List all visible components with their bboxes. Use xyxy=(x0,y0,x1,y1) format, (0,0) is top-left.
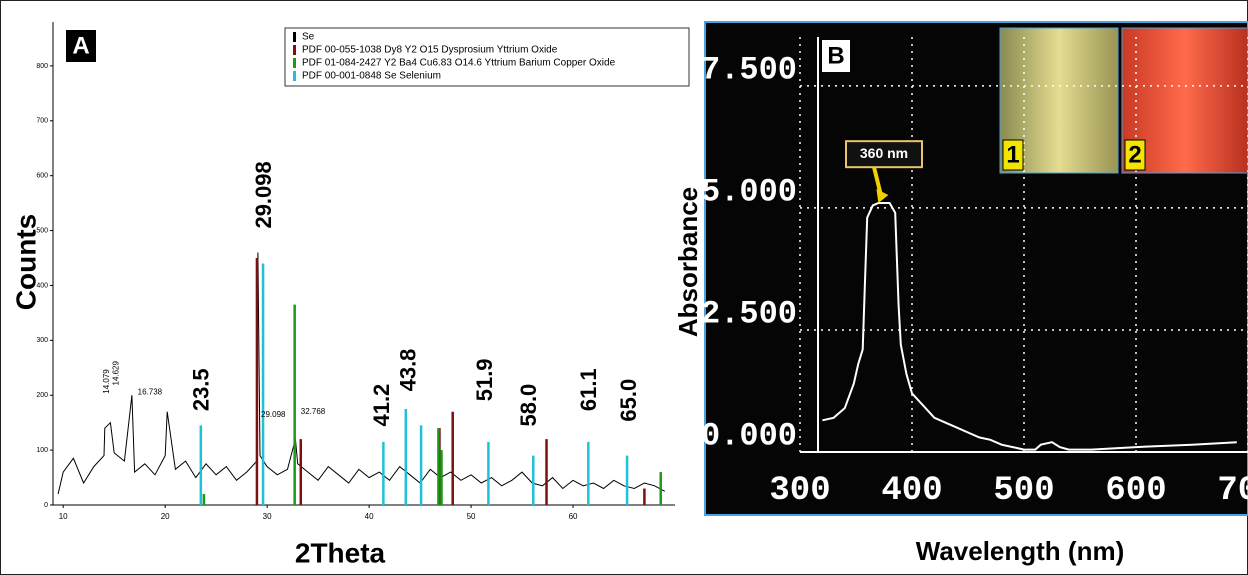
peak-small-label: 29.098 xyxy=(261,410,286,419)
y-tick-label: 0 xyxy=(44,502,48,509)
x-tick-label: 500 xyxy=(993,472,1054,510)
peak-label: 65.0 xyxy=(616,379,641,422)
peak-label: 29.098 xyxy=(251,161,276,228)
y-tick-label: 100 xyxy=(36,447,48,454)
peak-label: 41.2 xyxy=(369,384,394,427)
x-axis-title: 2Theta xyxy=(295,537,386,568)
y-axis-title: Counts xyxy=(10,214,41,310)
y-tick-label: 800 xyxy=(36,63,48,70)
peak-small-label: 14.629 xyxy=(111,360,120,385)
peak-label: 58.0 xyxy=(516,384,541,427)
y-tick-label: 200 xyxy=(36,392,48,399)
callout-label: 360 nm xyxy=(860,145,908,161)
y-tick-label: 600 xyxy=(36,173,48,180)
x-axis-title: Wavelength (nm) xyxy=(916,536,1124,566)
x-tick-label: 20 xyxy=(161,512,170,521)
panel-letter: A xyxy=(72,32,89,59)
y-tick-label: 700 xyxy=(36,118,48,125)
legend-label: PDF 00-055-1038 Dy8 Y2 O15 Dysprosium Yt… xyxy=(302,45,558,56)
peak-label: 51.9 xyxy=(472,358,497,401)
x-tick-label: 600 xyxy=(1105,472,1166,510)
peak-label: 61.1 xyxy=(576,368,601,411)
y-tick-label: 2.500 xyxy=(701,295,797,332)
y-axis-title: Absorbance xyxy=(673,187,703,337)
figure: 1020304050600100200300400500600700800SeP… xyxy=(0,0,1248,575)
inset-label: 2 xyxy=(1128,141,1141,168)
panel-letter: B xyxy=(827,42,844,69)
inset-label: 1 xyxy=(1006,141,1019,168)
y-tick-label: 0.000 xyxy=(701,417,797,454)
x-tick-label: 700 xyxy=(1217,472,1248,510)
y-tick-label: 7.500 xyxy=(701,51,797,88)
x-tick-label: 10 xyxy=(59,512,68,521)
x-tick-label: 60 xyxy=(569,512,578,521)
peak-small-label: 14.079 xyxy=(102,369,111,394)
legend-label: Se xyxy=(302,32,315,43)
peak-label: 23.5 xyxy=(189,368,214,411)
x-tick-label: 50 xyxy=(467,512,476,521)
legend-label: PDF 01-084-2427 Y2 Ba4 Cu6.83 O14.6 Yttr… xyxy=(302,58,616,69)
peak-small-label: 16.738 xyxy=(138,388,163,397)
legend-swatch xyxy=(293,58,296,68)
legend-swatch xyxy=(293,71,296,81)
x-tick-label: 300 xyxy=(769,472,830,510)
y-tick-label: 300 xyxy=(36,337,48,344)
x-tick-label: 40 xyxy=(365,512,374,521)
peak-small-label: 32.768 xyxy=(301,407,326,416)
legend-swatch xyxy=(293,45,296,55)
x-tick-label: 400 xyxy=(881,472,942,510)
legend-label: PDF 00-001-0848 Se Selenium xyxy=(302,71,441,82)
x-tick-label: 30 xyxy=(263,512,272,521)
y-tick-label: 5.000 xyxy=(701,173,797,210)
peak-label: 43.8 xyxy=(396,349,421,392)
legend-swatch xyxy=(293,32,296,42)
